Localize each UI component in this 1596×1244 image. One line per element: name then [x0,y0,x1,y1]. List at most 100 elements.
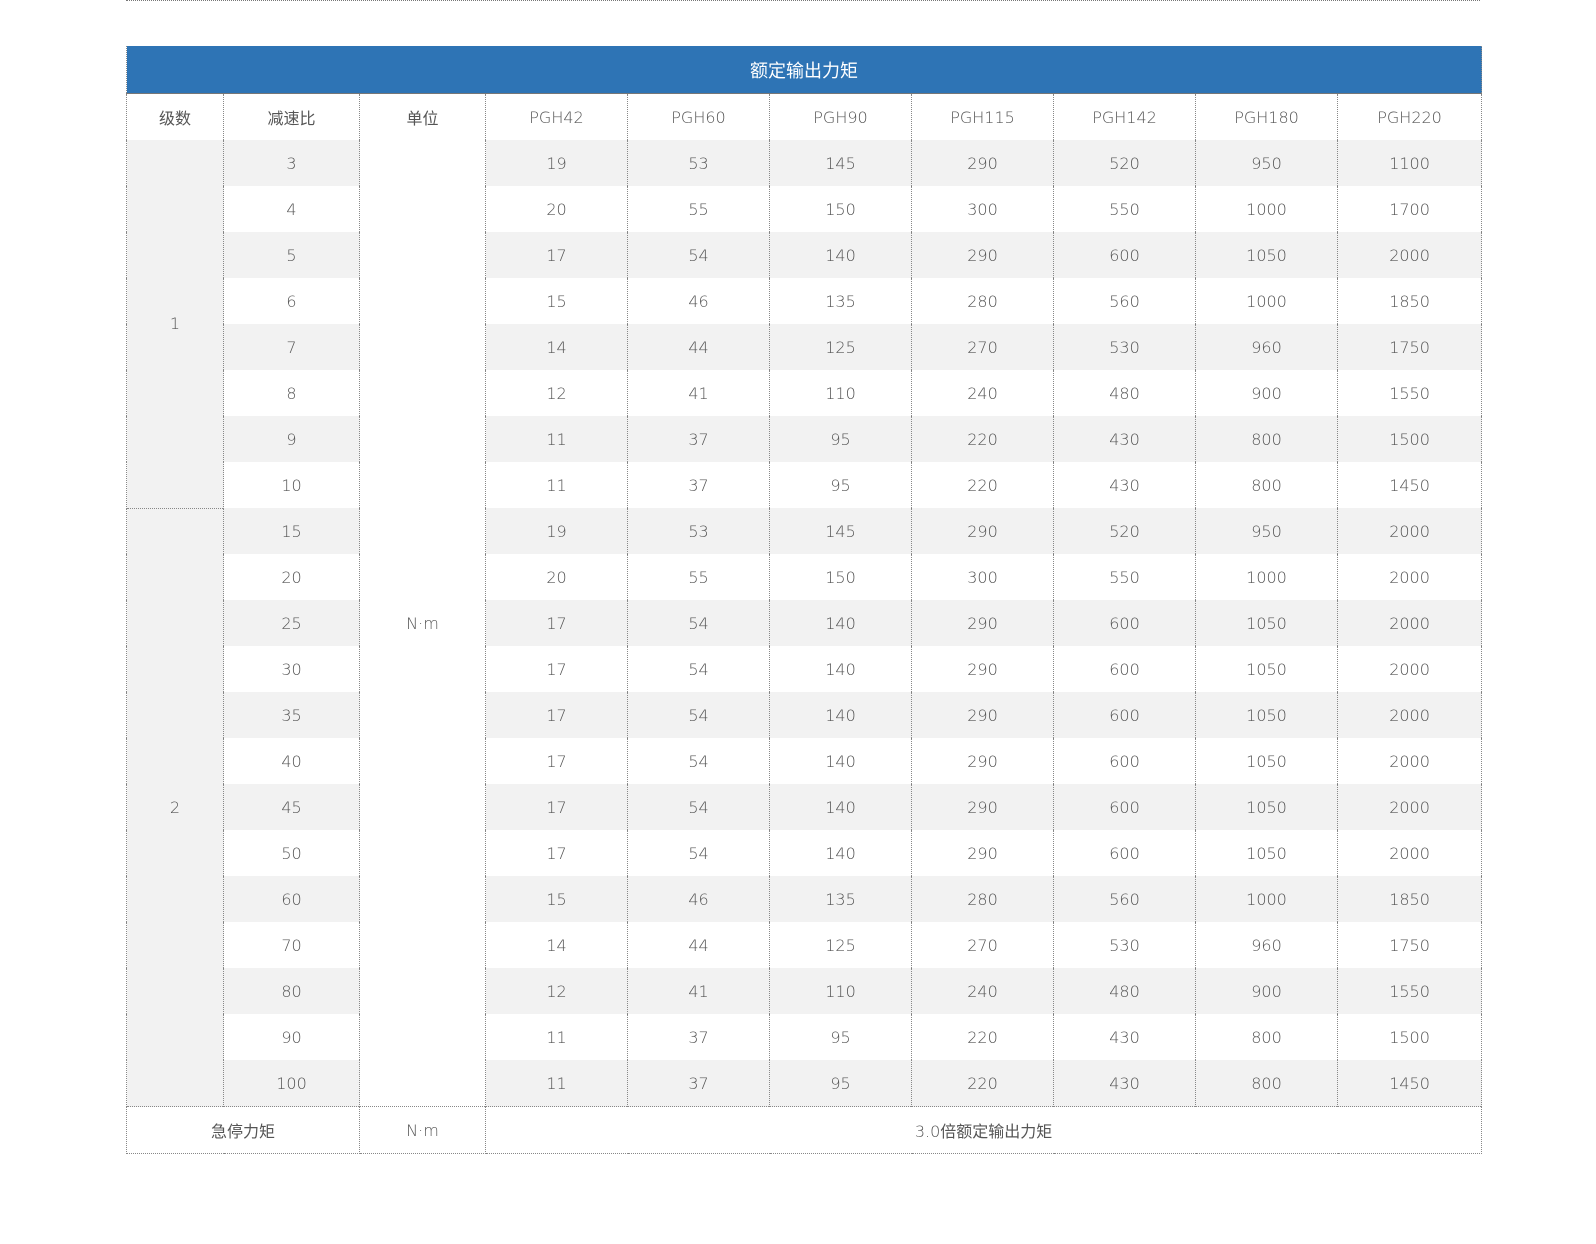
torque-value-cell: 1850 [1336,876,1483,922]
torque-value-cell: 140 [769,646,912,692]
table-row: 25 17 54 140 290 600 1050 2000 [127,600,1483,646]
torque-value-cell: 12 [485,968,628,1014]
torque-value-cell: 54 [627,646,770,692]
table-body: 1 3 N·m 19 53 145 290 520 950 1100 4 20 55 150 300 550 1… [126,140,1483,1107]
header-model: PGH60 [627,93,770,140]
torque-value-cell: 270 [911,324,1054,370]
torque-value-cell: 140 [769,692,912,738]
torque-value-cell: 54 [627,738,770,784]
torque-value-cell: 14 [485,922,628,968]
torque-value-cell: 550 [1053,186,1196,232]
torque-value-cell: 1500 [1336,416,1483,462]
torque-value-cell: 54 [627,830,770,876]
torque-value-cell: 17 [485,646,628,692]
table-row: 2 15 19 53 145 290 520 950 2000 [126,507,1483,1107]
torque-value-cell: 600 [1053,784,1196,830]
torque-value-cell: 240 [911,370,1054,416]
torque-value-cell: 600 [1053,646,1196,692]
torque-value-cell: 1050 [1195,232,1338,278]
torque-value-cell: 600 [1053,692,1196,738]
torque-value-cell: 1000 [1195,186,1338,232]
torque-value-cell: 480 [1053,968,1196,1014]
torque-value-cell: 430 [1053,1014,1196,1060]
torque-value-cell: 600 [1053,830,1196,876]
table-row: 4 20 55 150 300 550 1000 1700 [127,186,1483,232]
table-row: 60 15 46 135 280 560 1000 1850 [127,876,1483,922]
rated-torque-table: 额定输出力矩 级数 减速比 单位 PGH42 PGH60 PGH90 PGH11… [125,46,1483,1154]
torque-value-cell: 290 [911,830,1054,876]
torque-value-cell: 290 [911,600,1054,646]
table-row: 20 20 55 150 300 550 1000 2000 [127,554,1483,600]
torque-value-cell: 900 [1195,968,1338,1014]
torque-value-cell: 800 [1195,1014,1338,1060]
torque-value-cell: 290 [911,738,1054,784]
table-row: 5 17 54 140 290 600 1050 2000 [127,232,1483,278]
torque-value-cell: 41 [627,370,770,416]
torque-value-cell: 135 [769,278,912,324]
torque-value-cell: 125 [769,324,912,370]
torque-value-cell: 150 [769,186,912,232]
table-row: 90 11 37 95 220 430 800 1500 [127,1014,1483,1060]
torque-value-cell: 2000 [1336,784,1483,830]
table-row: 7 14 44 125 270 530 960 1750 [127,324,1483,370]
torque-value-cell: 220 [911,462,1054,508]
torque-value-cell: 11 [485,1014,628,1060]
torque-value-cell: 900 [1195,370,1338,416]
ratio-cell: 8 [223,370,360,416]
ratio-cell: 10 [223,462,360,508]
torque-value-cell: 54 [627,232,770,278]
torque-value-cell: 17 [485,784,628,830]
torque-value-cell: 240 [911,968,1054,1014]
torque-value-cell: 290 [911,646,1054,692]
torque-value-cell: 280 [911,876,1054,922]
ratio-cell: 80 [223,968,360,1014]
torque-value-cell: 290 [911,508,1054,554]
torque-value-cell: 950 [1195,508,1338,554]
emergency-stop-unit: N·m [359,1106,486,1154]
header-model: PGH90 [769,93,912,140]
torque-value-cell: 1000 [1195,278,1338,324]
torque-value-cell: 140 [769,784,912,830]
torque-value-cell: 15 [485,876,628,922]
table-row: 10 11 37 95 220 430 800 1450 [127,462,1483,508]
torque-value-cell: 2000 [1336,600,1483,646]
torque-value-cell: 2000 [1336,738,1483,784]
ratio-cell: 45 [223,784,360,830]
torque-value-cell: 54 [627,692,770,738]
torque-value-cell: 54 [627,784,770,830]
torque-value-cell: 12 [485,370,628,416]
torque-value-cell: 95 [769,462,912,508]
torque-value-cell: 290 [911,140,1054,186]
torque-value-cell: 220 [911,1014,1054,1060]
header-row: 级数 减速比 单位 PGH42 PGH60 PGH90 PGH115 PGH14… [126,93,1483,140]
torque-value-cell: 44 [627,324,770,370]
table-row: 100 11 37 95 220 430 800 1450 [127,1060,1483,1107]
torque-value-cell: 800 [1195,1060,1338,1107]
torque-value-cell: 17 [485,600,628,646]
header-ratio: 减速比 [223,93,360,140]
torque-value-cell: 110 [769,370,912,416]
header-model: PGH180 [1195,93,1338,140]
torque-value-cell: 37 [627,416,770,462]
torque-value-cell: 19 [485,508,628,554]
torque-value-cell: 37 [627,1014,770,1060]
torque-value-cell: 55 [627,186,770,232]
table-row: 9 11 37 95 220 430 800 1500 [127,416,1483,462]
torque-value-cell: 1050 [1195,600,1338,646]
torque-value-cell: 560 [1053,278,1196,324]
ratio-cell: 25 [223,600,360,646]
table-row: 70 14 44 125 270 530 960 1750 [127,922,1483,968]
torque-value-cell: 1500 [1336,1014,1483,1060]
torque-value-cell: 17 [485,830,628,876]
header-model: PGH142 [1053,93,1196,140]
ratio-cell: 35 [223,692,360,738]
torque-value-cell: 1100 [1336,140,1483,186]
torque-value-cell: 1550 [1336,968,1483,1014]
torque-value-cell: 1000 [1195,876,1338,922]
torque-value-cell: 135 [769,876,912,922]
torque-value-cell: 270 [911,922,1054,968]
torque-value-cell: 600 [1053,232,1196,278]
torque-value-cell: 430 [1053,462,1196,508]
torque-value-cell: 280 [911,278,1054,324]
ratio-cell: 7 [223,324,360,370]
